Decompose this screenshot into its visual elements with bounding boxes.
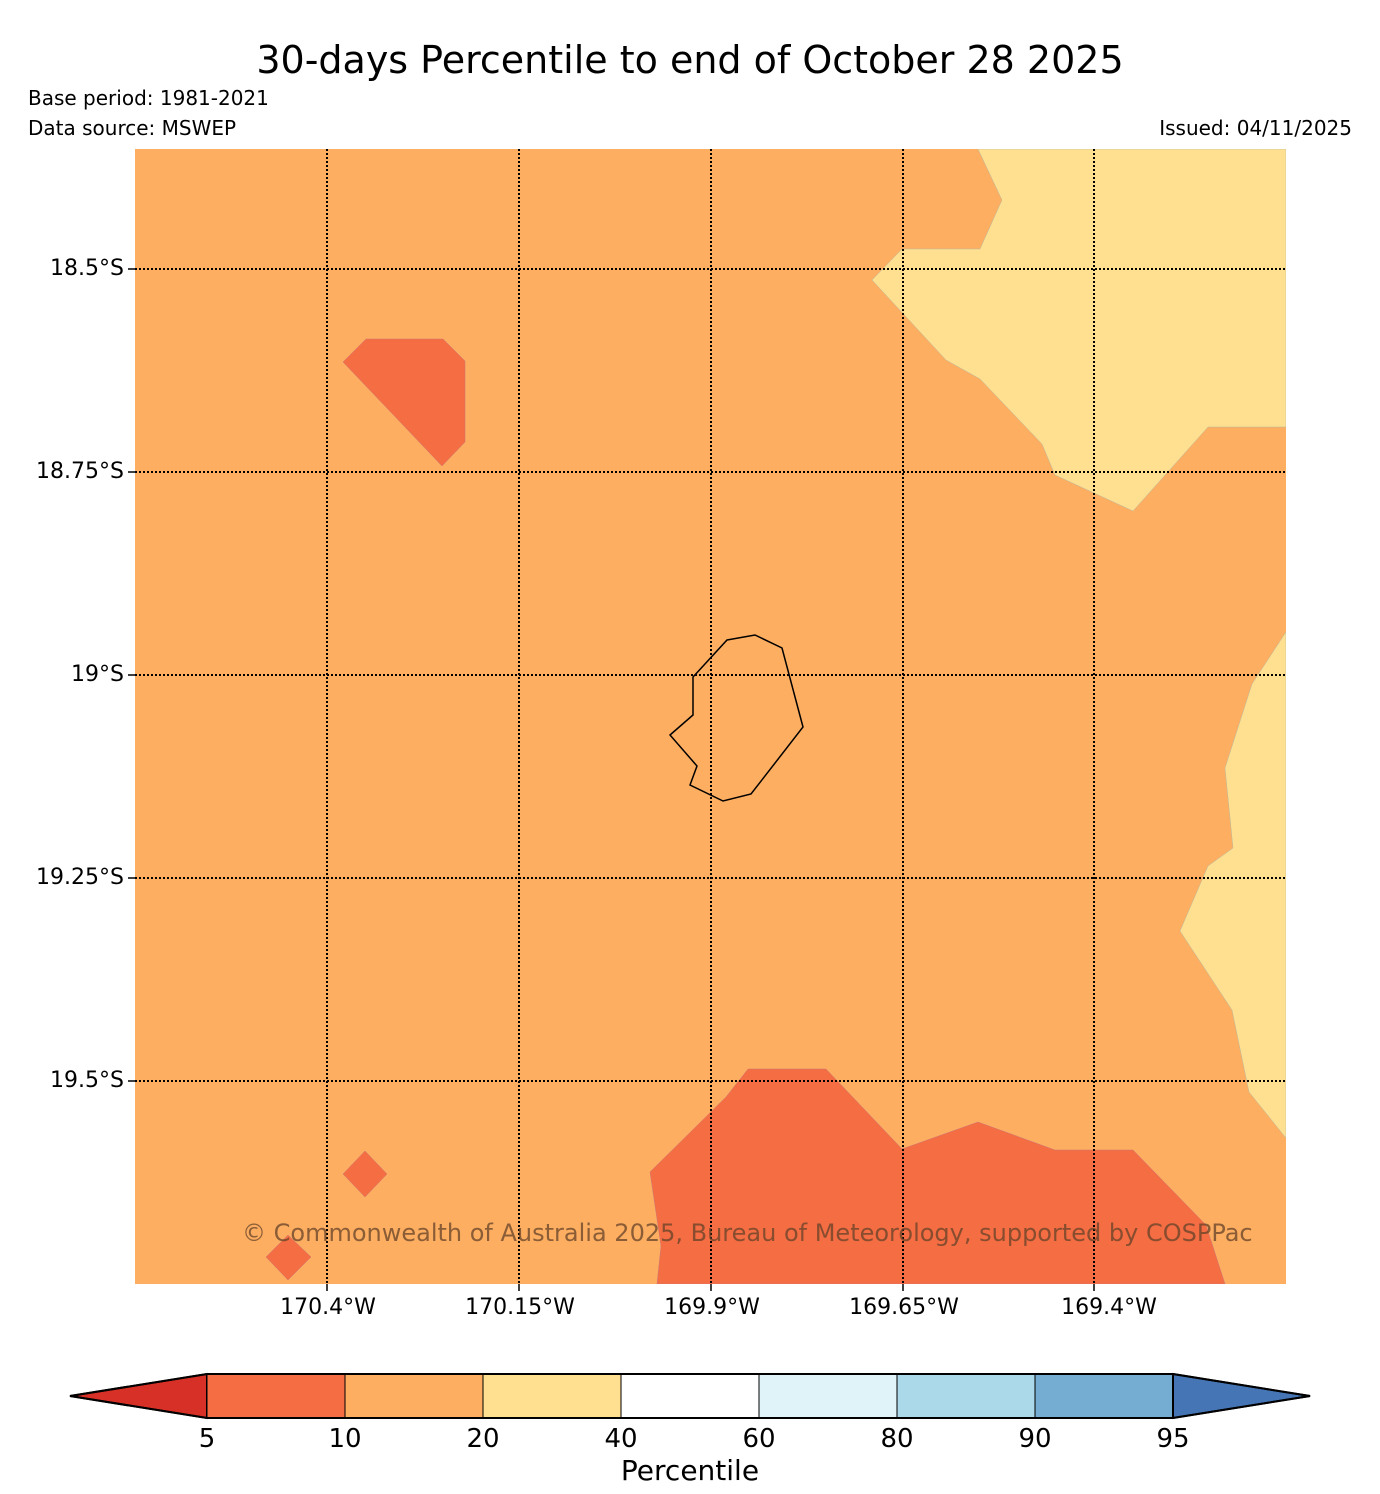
region-5-10-southwest-a	[342, 1150, 388, 1198]
colorbar-bin-10-20	[344, 1373, 484, 1419]
colorbar-tick: 95	[1156, 1424, 1190, 1454]
region-20-40-northeast	[871, 149, 1286, 512]
region-5-10-northwest	[342, 338, 466, 467]
colorbar-bin-60-80	[758, 1373, 898, 1419]
lat-label: 19.5°S	[50, 1068, 124, 1093]
lat-label: 19°S	[71, 662, 124, 687]
lon-label: 169.4°W	[1061, 1295, 1157, 1320]
copyright-text: © Commonwealth of Australia 2025, Bureau…	[242, 1219, 1253, 1247]
colorbar-bin-90-95	[1034, 1373, 1174, 1419]
colorbar-tick: 90	[1018, 1424, 1052, 1454]
island-outline	[668, 634, 804, 802]
lon-label: 169.9°W	[664, 1295, 760, 1320]
colorbar-tick: 5	[198, 1424, 216, 1454]
data-source-text: Data source: MSWEP	[28, 116, 237, 140]
colorbar-tick: 10	[328, 1424, 362, 1454]
colorbar-tick: 20	[466, 1424, 500, 1454]
colorbar-tick: 60	[742, 1424, 776, 1454]
lat-label: 19.25°S	[36, 865, 124, 890]
map-title: 30-days Percentile to end of October 28 …	[256, 38, 1124, 82]
colorbar-label: Percentile	[620, 1454, 760, 1487]
lat-label: 18.5°S	[50, 256, 124, 281]
colorbar-bin-20-40	[482, 1373, 622, 1419]
graticule	[135, 149, 1286, 1284]
colorbar-extend-low	[69, 1372, 208, 1420]
colorbar-bin-80-90	[896, 1373, 1036, 1419]
lon-label: 169.65°W	[849, 1295, 959, 1320]
issued-date-text: Issued: 04/11/2025	[1159, 116, 1352, 140]
lon-label: 170.4°W	[280, 1295, 376, 1320]
colorbar-bin-5-10	[206, 1373, 346, 1419]
axis-ticks	[128, 268, 1095, 1291]
region-20-40-east	[1179, 631, 1286, 1139]
colorbar-tick: 80	[880, 1424, 914, 1454]
colorbar-extend-high	[1172, 1372, 1311, 1420]
region-5-10-southwest-b	[265, 1234, 312, 1281]
lat-label: 18.75°S	[36, 459, 124, 484]
colorbar	[69, 1372, 1311, 1420]
colorbar-tick: 40	[604, 1424, 638, 1454]
colorbar-bin-40-60	[620, 1373, 760, 1419]
base-period-text: Base period: 1981-2021	[28, 86, 269, 110]
lon-label: 170.15°W	[465, 1295, 575, 1320]
